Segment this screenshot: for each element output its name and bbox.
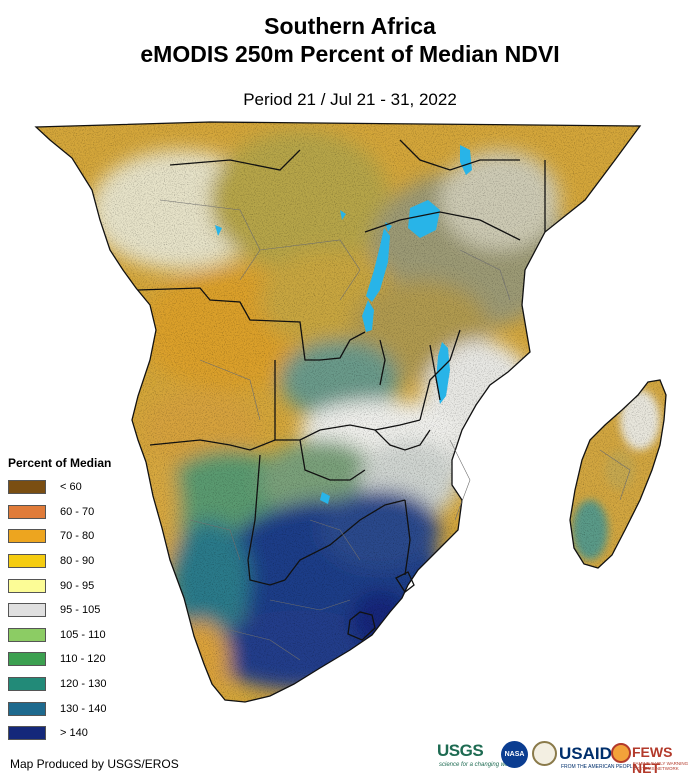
fewsnet-tagline: FAMINE EARLY WARNING SYSTEMS NETWORK bbox=[633, 761, 689, 771]
legend-swatch bbox=[8, 627, 46, 642]
legend-label: 70 - 80 bbox=[60, 530, 95, 543]
legend-swatch bbox=[8, 701, 46, 716]
seal-icon bbox=[532, 741, 557, 766]
legend-label: 130 - 140 bbox=[60, 702, 107, 715]
legend-item: < 60 bbox=[8, 475, 158, 500]
map-subtitle: eMODIS 250m Percent of Median NDVI bbox=[140, 41, 560, 67]
nasa-logo: NASA bbox=[501, 741, 528, 768]
legend-swatch bbox=[8, 480, 46, 495]
legend-swatch bbox=[8, 529, 46, 544]
usaid-logo: USAID bbox=[559, 744, 612, 763]
legend-item: 120 - 130 bbox=[8, 672, 158, 697]
period-label: Period 21 / Jul 21 - 31, 2022 bbox=[243, 90, 457, 109]
legend-item: 90 - 95 bbox=[8, 573, 158, 598]
legend-swatch bbox=[8, 652, 46, 667]
legend-title: Percent of Median bbox=[8, 456, 112, 470]
legend-swatch bbox=[8, 578, 46, 593]
fewsnet-logo: FEWS NET bbox=[632, 744, 673, 776]
ndvi-map bbox=[34, 121, 667, 703]
legend-label: 105 - 110 bbox=[60, 628, 106, 641]
legend-label: > 140 bbox=[60, 727, 88, 740]
credit-text: Map Produced by USGS/EROS bbox=[10, 757, 179, 771]
legend-item: 80 - 90 bbox=[8, 549, 158, 574]
legend-swatch bbox=[8, 603, 46, 618]
legend-label: 120 - 130 bbox=[60, 678, 107, 691]
country-borders bbox=[34, 121, 667, 703]
legend-swatch bbox=[8, 504, 46, 519]
legend-item: 60 - 70 bbox=[8, 500, 158, 525]
legend-label: 90 - 95 bbox=[60, 579, 95, 592]
legend-item: 130 - 140 bbox=[8, 696, 158, 721]
legend-item: 105 - 110 bbox=[8, 623, 158, 648]
legend-label: 110 - 120 bbox=[60, 653, 106, 666]
partner-logos: USGS science for a changing world NASA U… bbox=[437, 738, 695, 776]
legend-swatch bbox=[8, 554, 46, 569]
legend-swatch bbox=[8, 677, 46, 692]
map-title: Southern Africa bbox=[264, 13, 436, 39]
legend-item: > 140 bbox=[8, 721, 158, 746]
legend-label: 60 - 70 bbox=[60, 505, 95, 518]
legend-item: 70 - 80 bbox=[8, 524, 158, 549]
legend-item: 110 - 120 bbox=[8, 647, 158, 672]
legend-label: 95 - 105 bbox=[60, 604, 101, 617]
legend-swatch bbox=[8, 726, 46, 741]
usgs-logo: USGS bbox=[437, 741, 484, 760]
legend-label: < 60 bbox=[60, 481, 82, 494]
fews-emblem-icon bbox=[611, 743, 631, 763]
usaid-tagline: FROM THE AMERICAN PEOPLE bbox=[561, 764, 636, 770]
legend-item: 95 - 105 bbox=[8, 598, 158, 623]
usgs-tagline: science for a changing world bbox=[439, 762, 516, 768]
legend-label: 80 - 90 bbox=[60, 555, 95, 568]
legend: Percent of Median < 60 60 - 70 70 - 80 80 -… bbox=[8, 456, 158, 746]
admin-borders bbox=[159, 199, 631, 661]
